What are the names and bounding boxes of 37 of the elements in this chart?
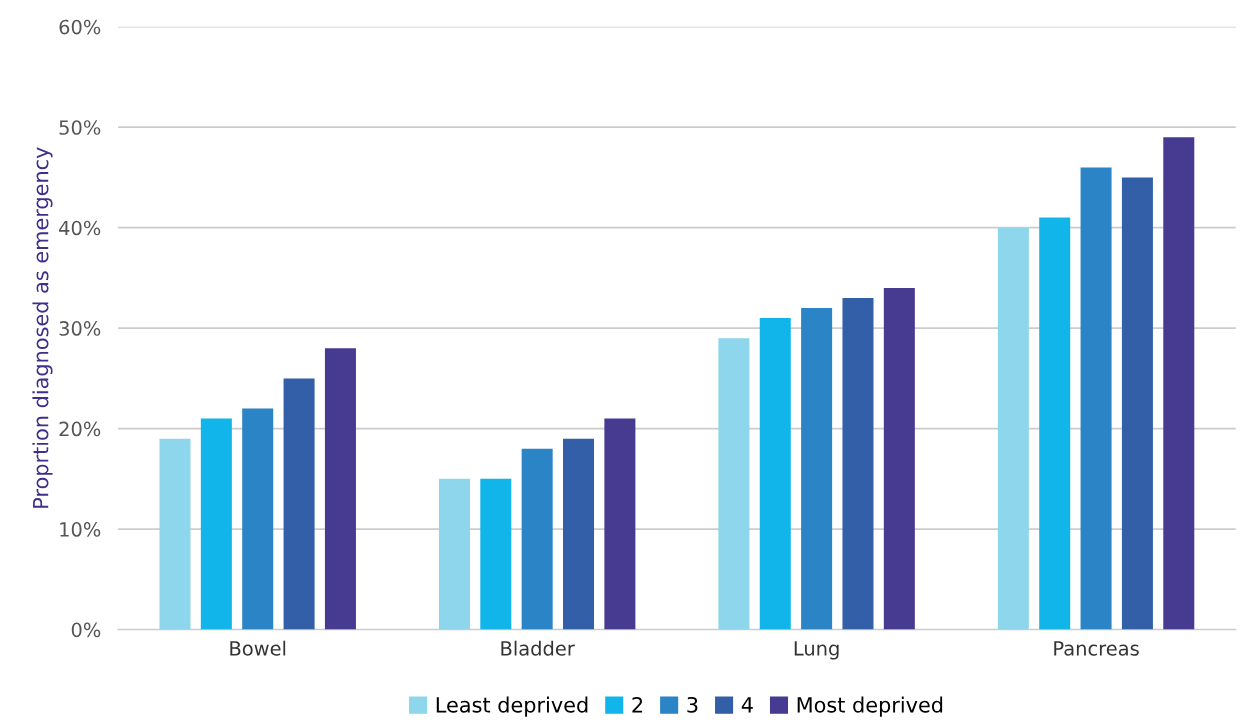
bar: [1163, 137, 1195, 630]
y-tick-label: 50%: [59, 120, 101, 135]
legend-label: 2: [632, 696, 643, 713]
bar: [563, 438, 595, 630]
bar: [759, 318, 791, 630]
legend-label: Least deprived: [436, 696, 588, 717]
bar: [242, 408, 274, 630]
bar: [438, 478, 470, 630]
bar: [521, 448, 553, 630]
bar: [1121, 177, 1153, 630]
x-tick-label: Bladder: [501, 640, 575, 656]
y-axis-title: Proprtion diagnosed as emergency: [32, 147, 53, 508]
y-tick-label: 40%: [59, 220, 101, 236]
bar: [480, 478, 512, 630]
bar: [1039, 217, 1071, 630]
bar: [283, 378, 315, 630]
y-tick-label: 10%: [60, 522, 101, 537]
y-tick-label: 20%: [59, 421, 101, 437]
bar: [324, 348, 356, 630]
y-tick-label: 0%: [71, 622, 101, 638]
bar: [883, 287, 915, 630]
y-tick-label: 30%: [59, 321, 101, 336]
bar: [159, 438, 191, 630]
bar: [801, 308, 833, 630]
y-tick-label: 60%: [59, 19, 101, 35]
bar: [1080, 167, 1112, 630]
x-tick-label: Lung: [794, 641, 839, 660]
bar: [604, 418, 636, 630]
bar: [718, 338, 750, 630]
legend-label: 3: [687, 696, 698, 713]
legend-label: 4: [741, 697, 753, 713]
legend-label: Most deprived: [797, 696, 943, 717]
bar: [997, 227, 1029, 630]
bar: [842, 298, 874, 630]
bar: [200, 418, 232, 630]
x-tick-label: Bowel: [230, 640, 286, 656]
x-tick-label: Pancreas: [1054, 641, 1139, 656]
